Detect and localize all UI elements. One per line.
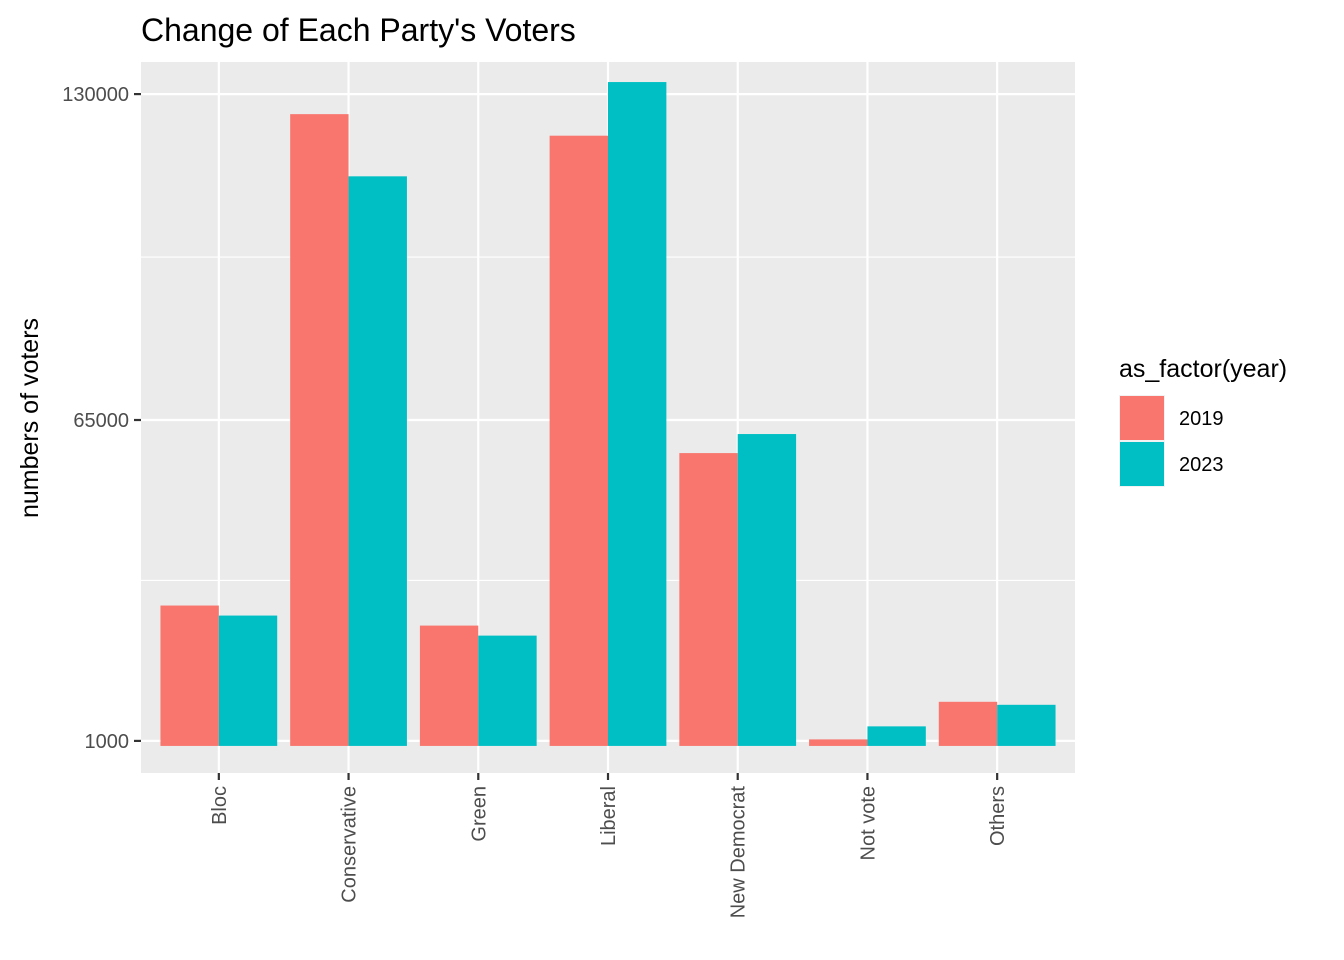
bar-2019-bloc — [160, 605, 219, 746]
bar-2019-liberal — [549, 135, 608, 746]
x-tick-label: New Democrat — [728, 786, 750, 919]
legend-swatch-2023 — [1120, 442, 1164, 486]
legend-swatch-2019 — [1120, 396, 1164, 440]
bar-2023-conservative — [348, 176, 407, 746]
y-tick-label: 130000 — [62, 84, 129, 106]
bar-2019-others — [938, 701, 998, 746]
y-axis: 1000 65000 130000 — [62, 84, 141, 753]
bar-2023-not-vote — [867, 726, 926, 746]
legend-label-2019: 2019 — [1179, 408, 1224, 430]
bar-2023-bloc — [218, 615, 278, 746]
chart-title: Change of Each Party's Voters — [141, 12, 576, 48]
bar-2023-others — [997, 704, 1056, 746]
bar-2019-new-democrat — [679, 453, 738, 746]
x-tick-label: Conservative — [339, 786, 361, 903]
y-tick-label: 1000 — [85, 731, 130, 753]
x-tick-label: Others — [987, 786, 1009, 846]
x-tick-label: Bloc — [209, 786, 231, 825]
x-tick-label: Green — [468, 786, 490, 842]
y-tick-label: 65000 — [73, 410, 129, 432]
legend-label-2023: 2023 — [1179, 454, 1224, 476]
legend-title: as_factor(year) — [1119, 355, 1287, 383]
x-axis: Bloc Conservative Green Liberal New Democrat… — [209, 773, 1009, 918]
x-tick-label: Liberal — [598, 786, 620, 846]
x-tick-label: Not vote — [857, 786, 879, 860]
bar-2019-green — [419, 625, 479, 746]
y-axis-title: numbers of voters — [16, 318, 44, 518]
bar-2023-liberal — [608, 82, 667, 746]
bar-2019-not-vote — [809, 739, 868, 746]
bar-2023-green — [478, 635, 537, 746]
bar-2023-new-democrat — [737, 434, 797, 746]
bars-group — [160, 82, 1056, 746]
bar-2019-conservative — [290, 114, 349, 746]
legend: as_factor(year) 2019 2023 — [1119, 355, 1287, 487]
